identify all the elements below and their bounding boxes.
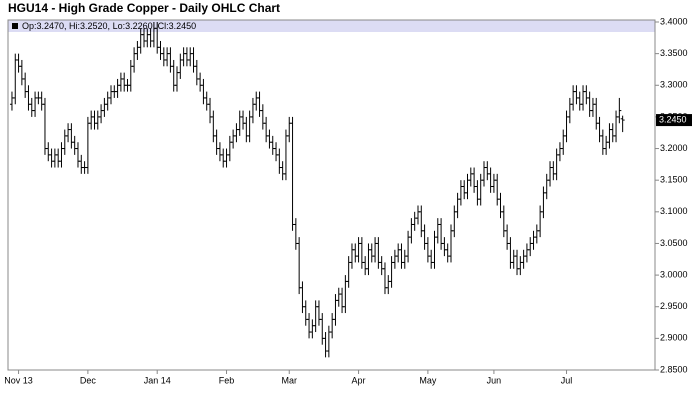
x-tick-label: Mar (281, 375, 297, 385)
last-price-box (656, 114, 692, 127)
y-tick-label: 3.3000 (660, 80, 688, 90)
x-tick-label: May (419, 375, 437, 385)
x-tick-label: Jan 14 (144, 375, 171, 385)
last-price-label: 3.2450 (659, 114, 687, 124)
y-tick-label: 3.2000 (660, 143, 688, 153)
x-tick-label: Jun (487, 375, 502, 385)
y-tick-label: 3.0000 (660, 269, 688, 279)
y-tick-label: 2.8500 (660, 364, 688, 374)
y-tick-label: 2.9500 (660, 301, 688, 311)
legend-text: Op:3.2470, Hi:3.2520, Lo:3.2260, Cl:3.24… (22, 21, 196, 31)
x-tick-label: Jul (561, 375, 573, 385)
y-tick-label: 3.4000 (660, 16, 688, 26)
y-tick-label: 3.0500 (660, 238, 688, 248)
x-tick-label: Dec (80, 375, 97, 385)
y-tick-label: 3.1500 (660, 175, 688, 185)
legend-band (8, 20, 655, 32)
y-tick-label: 3.3500 (660, 48, 688, 58)
y-tick-label: 3.1000 (660, 206, 688, 216)
chart-title: HGU14 - High Grade Copper - Daily OHLC C… (8, 1, 280, 15)
plot-frame (7, 19, 656, 371)
legend-swatch (12, 23, 18, 29)
x-tick-label: Nov 13 (4, 375, 33, 385)
x-tick-label: Apr (352, 375, 366, 385)
x-tick-label: Feb (219, 375, 235, 385)
y-tick-label: 2.9000 (660, 333, 688, 343)
